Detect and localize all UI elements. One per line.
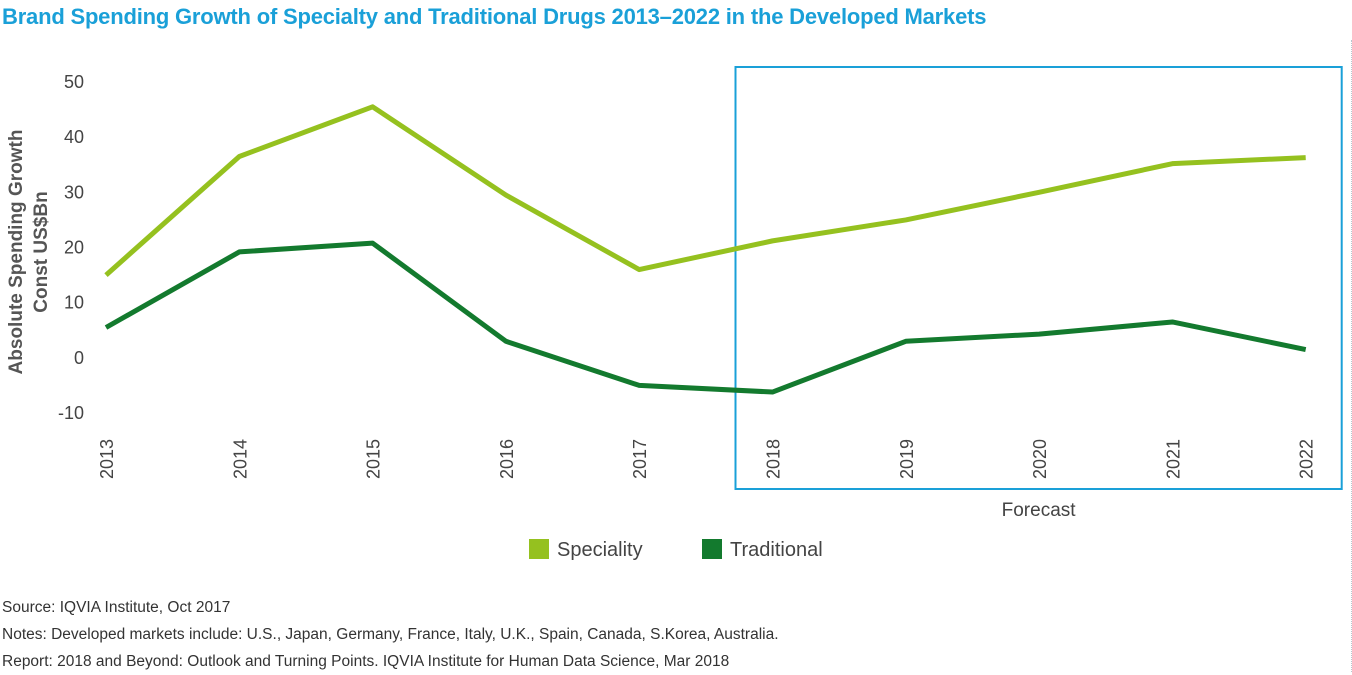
chart-title: Brand Spending Growth of Specialty and T… bbox=[2, 4, 987, 29]
report-note: Report: 2018 and Beyond: Outlook and Tur… bbox=[2, 653, 730, 670]
legend-label-traditional: Traditional bbox=[730, 539, 823, 561]
x-tick-label: 2016 bbox=[497, 439, 517, 479]
series-lines bbox=[104, 104, 1307, 395]
y-tick-label: 50 bbox=[64, 72, 84, 92]
forecast-label: Forecast bbox=[1002, 500, 1077, 521]
x-tick-label: 2017 bbox=[630, 439, 650, 479]
legend: Speciality Traditional bbox=[529, 539, 823, 561]
legend-swatch-speciality bbox=[529, 539, 549, 559]
footnotes: Source: IQVIA Institute, Oct 2017 Notes:… bbox=[2, 594, 779, 675]
y-tick-label: 30 bbox=[64, 182, 84, 202]
y-tick-label: 10 bbox=[64, 293, 84, 313]
line-chart: 50 40 30 20 10 0 -10 Absolute Spending Growth C… bbox=[6, 66, 1343, 561]
x-tick-label: 2014 bbox=[230, 439, 250, 479]
x-tick-label: 2020 bbox=[1030, 439, 1050, 479]
x-axis-ticks: 2013 2014 2015 2016 2017 2018 2019 2020 2021 2022 bbox=[97, 439, 1317, 479]
x-tick-label: 2018 bbox=[764, 439, 784, 479]
y-axis-label: Absolute Spending Growth Const US$Bn bbox=[6, 130, 52, 375]
forecast-region: Forecast bbox=[734, 66, 1343, 521]
y-axis-ticks: 50 40 30 20 10 0 -10 bbox=[58, 72, 84, 423]
y-tick-label: 40 bbox=[64, 127, 84, 147]
markets-note: Notes: Developed markets include: U.S., … bbox=[2, 626, 779, 643]
legend-label-speciality: Speciality bbox=[557, 539, 643, 561]
y-axis-label-line: Const US$Bn bbox=[31, 191, 52, 312]
x-tick-label: 2013 bbox=[97, 439, 117, 479]
source-note: Source: IQVIA Institute, Oct 2017 bbox=[2, 599, 231, 616]
y-tick-label: -10 bbox=[58, 403, 84, 423]
x-tick-label: 2021 bbox=[1163, 439, 1183, 479]
x-tick-label: 2019 bbox=[897, 439, 917, 479]
y-tick-label: 0 bbox=[74, 348, 84, 368]
x-tick-label: 2022 bbox=[1297, 439, 1317, 479]
y-axis-label-line: Absolute Spending Growth bbox=[6, 130, 27, 375]
forecast-box bbox=[734, 66, 1343, 490]
series-line-traditional bbox=[104, 240, 1307, 395]
x-tick-label: 2015 bbox=[364, 439, 384, 479]
legend-swatch-traditional bbox=[702, 539, 722, 559]
series-line-speciality bbox=[104, 104, 1306, 277]
y-tick-label: 20 bbox=[64, 238, 84, 258]
